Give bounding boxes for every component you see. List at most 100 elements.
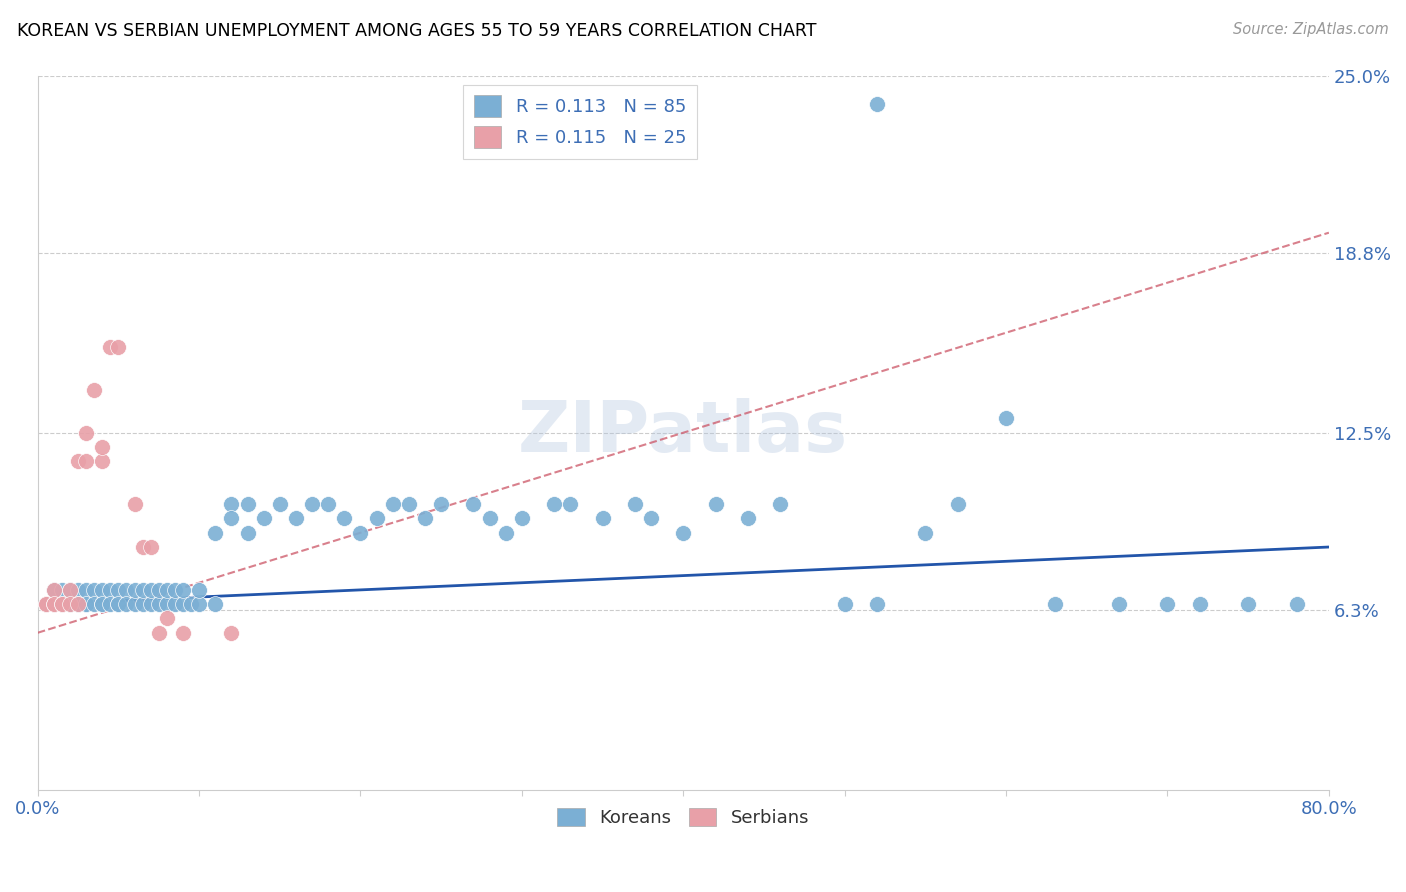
Point — [430, 497, 453, 511]
Point — [204, 525, 226, 540]
Point — [75, 425, 97, 440]
Point — [221, 511, 243, 525]
Point — [221, 625, 243, 640]
Point — [1237, 597, 1260, 611]
Point — [98, 582, 121, 597]
Point — [91, 582, 114, 597]
Point — [148, 597, 170, 611]
Point — [51, 582, 73, 597]
Point — [163, 597, 186, 611]
Point — [75, 582, 97, 597]
Point — [946, 497, 969, 511]
Point — [398, 497, 420, 511]
Point — [463, 497, 485, 511]
Point — [163, 582, 186, 597]
Point — [59, 582, 82, 597]
Point — [67, 597, 90, 611]
Point — [124, 497, 146, 511]
Text: ZIPatlas: ZIPatlas — [519, 398, 848, 467]
Point — [1188, 597, 1211, 611]
Point — [42, 597, 65, 611]
Point — [834, 597, 856, 611]
Point — [301, 497, 323, 511]
Point — [1285, 597, 1308, 611]
Point — [107, 582, 129, 597]
Point — [83, 582, 105, 597]
Point — [98, 340, 121, 354]
Point — [333, 511, 356, 525]
Point — [172, 582, 194, 597]
Point — [495, 525, 517, 540]
Point — [51, 597, 73, 611]
Point — [98, 597, 121, 611]
Point — [59, 597, 82, 611]
Point — [866, 97, 889, 112]
Point — [107, 597, 129, 611]
Point — [253, 511, 276, 525]
Point — [51, 597, 73, 611]
Point — [1043, 597, 1066, 611]
Point — [221, 497, 243, 511]
Text: KOREAN VS SERBIAN UNEMPLOYMENT AMONG AGES 55 TO 59 YEARS CORRELATION CHART: KOREAN VS SERBIAN UNEMPLOYMENT AMONG AGE… — [17, 22, 817, 40]
Point — [914, 525, 936, 540]
Point — [1108, 597, 1130, 611]
Point — [115, 597, 138, 611]
Point — [156, 597, 179, 611]
Point — [769, 497, 792, 511]
Point — [188, 582, 211, 597]
Point — [284, 511, 307, 525]
Point — [59, 582, 82, 597]
Point — [148, 625, 170, 640]
Point — [67, 582, 90, 597]
Point — [236, 525, 259, 540]
Point — [67, 597, 90, 611]
Point — [188, 597, 211, 611]
Point — [91, 440, 114, 454]
Text: Source: ZipAtlas.com: Source: ZipAtlas.com — [1233, 22, 1389, 37]
Point — [624, 497, 647, 511]
Point — [148, 582, 170, 597]
Point — [75, 597, 97, 611]
Point — [67, 454, 90, 468]
Point — [180, 597, 202, 611]
Point — [75, 454, 97, 468]
Legend: Koreans, Serbians: Koreans, Serbians — [550, 801, 817, 835]
Point — [139, 540, 162, 554]
Point — [67, 597, 90, 611]
Point — [139, 597, 162, 611]
Point — [124, 582, 146, 597]
Point — [172, 625, 194, 640]
Point — [83, 597, 105, 611]
Point — [995, 411, 1018, 425]
Point — [107, 340, 129, 354]
Point — [366, 511, 388, 525]
Point — [59, 597, 82, 611]
Point — [316, 497, 339, 511]
Point — [156, 611, 179, 625]
Point — [592, 511, 614, 525]
Point — [35, 597, 58, 611]
Point — [866, 597, 889, 611]
Point — [124, 597, 146, 611]
Point — [91, 597, 114, 611]
Point — [478, 511, 501, 525]
Point — [35, 597, 58, 611]
Point — [42, 582, 65, 597]
Point — [156, 582, 179, 597]
Point — [91, 597, 114, 611]
Point — [131, 597, 153, 611]
Point — [131, 540, 153, 554]
Point — [204, 597, 226, 611]
Point — [704, 497, 727, 511]
Point — [1156, 597, 1178, 611]
Point — [139, 582, 162, 597]
Point — [75, 597, 97, 611]
Point — [42, 597, 65, 611]
Point — [672, 525, 695, 540]
Point — [236, 497, 259, 511]
Point — [381, 497, 404, 511]
Point — [543, 497, 565, 511]
Point — [91, 454, 114, 468]
Point — [413, 511, 436, 525]
Point — [640, 511, 662, 525]
